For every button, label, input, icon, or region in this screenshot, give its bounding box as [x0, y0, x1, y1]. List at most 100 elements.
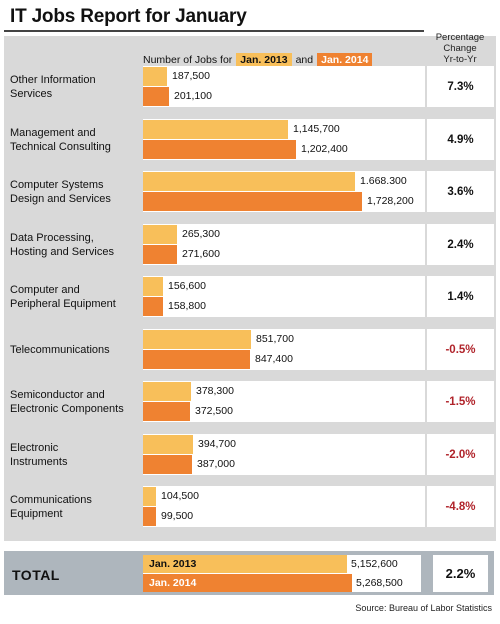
- category-label-line: Hosting and Services: [10, 246, 114, 258]
- pct-change-value: -2.0%: [427, 434, 494, 475]
- value-label-jan-2013: 378,300: [196, 385, 234, 397]
- total-bar-jan-2014: Jan. 2014: [143, 574, 352, 592]
- category-label: Computer and Peripheral Equipment: [10, 283, 140, 311]
- total-series-label: Jan. 2013: [149, 558, 197, 570]
- pct-change-value: -4.8%: [427, 486, 494, 527]
- bar-jan-2013: [143, 382, 191, 401]
- bar-jan-2013: [143, 67, 167, 86]
- bar-jan-2014: [143, 350, 250, 369]
- bar-jan-2013: [143, 330, 251, 349]
- pct-change-value: 3.6%: [427, 171, 494, 212]
- page-title: IT Jobs Report for January: [10, 6, 247, 27]
- total-series-label: Jan. 2014: [149, 577, 197, 589]
- category-label: Communications Equipment: [10, 493, 140, 521]
- category-label-line: Electronic Components: [10, 403, 124, 415]
- category-label: Telecommunications: [10, 343, 140, 357]
- value-label-jan-2014: 1,202,400: [301, 143, 348, 155]
- source-note: Source: Bureau of Labor Statistics: [355, 603, 492, 613]
- bar-track: 378,300 372,500: [143, 381, 425, 422]
- chart-row: Computer and Peripheral Equipment 156,600 1…: [4, 276, 494, 329]
- total-value-jan-2013: 5,152,600: [351, 558, 398, 570]
- bar-jan-2013: [143, 435, 193, 454]
- category-label-line: Computer Systems: [10, 179, 104, 191]
- value-label-jan-2013: 156,600: [168, 280, 206, 292]
- value-label-jan-2013: 851,700: [256, 333, 294, 345]
- category-label: Computer Systems Design and Services: [10, 178, 140, 206]
- value-label-jan-2014: 387,000: [197, 458, 235, 470]
- category-label-line: Peripheral Equipment: [10, 298, 116, 310]
- chart-row: Communications Equipment 104,500 99,500 -4.8…: [4, 486, 494, 539]
- category-label-line: Instruments: [10, 456, 68, 468]
- bar-track: 104,500 99,500: [143, 486, 425, 527]
- bar-jan-2013: [143, 487, 156, 506]
- category-label-line: Other Information: [10, 74, 96, 86]
- value-label-jan-2013: 1,145,700: [293, 123, 340, 135]
- bar-jan-2013: [143, 120, 288, 139]
- pct-header: Percentage Change Yr-to-Yr: [424, 32, 496, 65]
- category-label-line: Design and Services: [10, 193, 111, 205]
- bar-jan-2014: [143, 245, 177, 264]
- bar-jan-2014: [143, 455, 192, 474]
- value-label-jan-2013: 104,500: [161, 490, 199, 502]
- bar-jan-2014: [143, 140, 296, 159]
- pct-header-line-3: Yr-to-Yr: [443, 54, 477, 65]
- bar-jan-2014: [143, 192, 362, 211]
- value-label-jan-2014: 372,500: [195, 405, 233, 417]
- category-label: Electronic Instruments: [10, 441, 140, 469]
- category-label-line: Equipment: [10, 508, 63, 520]
- chart-row: Semiconductor and Electronic Components 37…: [4, 381, 494, 434]
- category-label-line: Computer and: [10, 284, 80, 296]
- category-label-line: Communications: [10, 494, 92, 506]
- pct-change-value: 4.9%: [427, 119, 494, 160]
- value-label-jan-2014: 1,728,200: [367, 195, 414, 207]
- category-label: Other Information Services: [10, 73, 140, 101]
- pct-change-value: 1.4%: [427, 276, 494, 317]
- bar-track: 851,700 847,400: [143, 329, 425, 370]
- legend-prefix: Number of Jobs for: [143, 54, 233, 66]
- bar-track: 265,300 271,600: [143, 224, 425, 265]
- category-label: Management and Technical Consulting: [10, 126, 140, 154]
- total-track: Jan. 2013 5,152,600 Jan. 2014 5,268,500: [143, 555, 421, 592]
- bar-jan-2014: [143, 87, 169, 106]
- category-label-line: Electronic: [10, 442, 59, 454]
- value-label-jan-2014: 158,800: [168, 300, 206, 312]
- pct-header-line-1: Percentage: [435, 32, 485, 43]
- category-label-line: Data Processing,: [10, 232, 94, 244]
- category-label-line: Semiconductor and: [10, 389, 105, 401]
- bar-jan-2013: [143, 225, 177, 244]
- pct-change-value: 7.3%: [427, 66, 494, 107]
- category-label: Semiconductor and Electronic Components: [10, 388, 140, 416]
- category-label-line: Telecommunications: [10, 344, 110, 356]
- bar-track: 1,145,700 1,202,400: [143, 119, 425, 160]
- category-label: Data Processing, Hosting and Services: [10, 231, 140, 259]
- legend: Number of Jobs for Jan. 2013 and Jan. 20…: [143, 53, 373, 67]
- legend-2013-chip: Jan. 2013: [236, 53, 292, 67]
- value-label-jan-2014: 271,600: [182, 248, 220, 260]
- chart-row: Management and Technical Consulting 1,145,…: [4, 119, 494, 172]
- bar-track: 394,700 387,000: [143, 434, 425, 475]
- bar-track: 187,500 201,100: [143, 66, 425, 107]
- chart-row: Computer Systems Design and Services 1.668…: [4, 171, 494, 224]
- chart-row: Other Information Services 187,500 201,100 7…: [4, 66, 494, 119]
- value-label-jan-2014: 847,400: [255, 353, 293, 365]
- pct-change-value: 2.4%: [427, 224, 494, 265]
- bar-jan-2014: [143, 507, 156, 526]
- category-label-line: Services: [10, 88, 53, 100]
- pct-change-value: -0.5%: [427, 329, 494, 370]
- pct-change-value: -1.5%: [427, 381, 494, 422]
- total-pct-change: 2.2%: [433, 555, 488, 592]
- value-label-jan-2014: 99,500: [161, 510, 194, 522]
- legend-joiner: and: [295, 54, 314, 66]
- pct-header-line-2: Change: [443, 43, 477, 54]
- bar-jan-2014: [143, 297, 163, 316]
- chart-row: Electronic Instruments 394,700 387,000 -2.0%: [4, 434, 494, 487]
- legend-2014-chip: Jan. 2014: [317, 53, 373, 67]
- value-label-jan-2013: 187,500: [172, 70, 210, 82]
- total-value-jan-2014: 5,268,500: [356, 577, 403, 589]
- total-label: TOTAL: [12, 567, 60, 583]
- bar-track: 156,600 158,800: [143, 276, 425, 317]
- bar-jan-2013: [143, 172, 355, 191]
- bar-jan-2014: [143, 402, 190, 421]
- category-label-line: Management and: [10, 127, 96, 139]
- chart-row: Telecommunications 851,700 847,400 -0.5%: [4, 329, 494, 382]
